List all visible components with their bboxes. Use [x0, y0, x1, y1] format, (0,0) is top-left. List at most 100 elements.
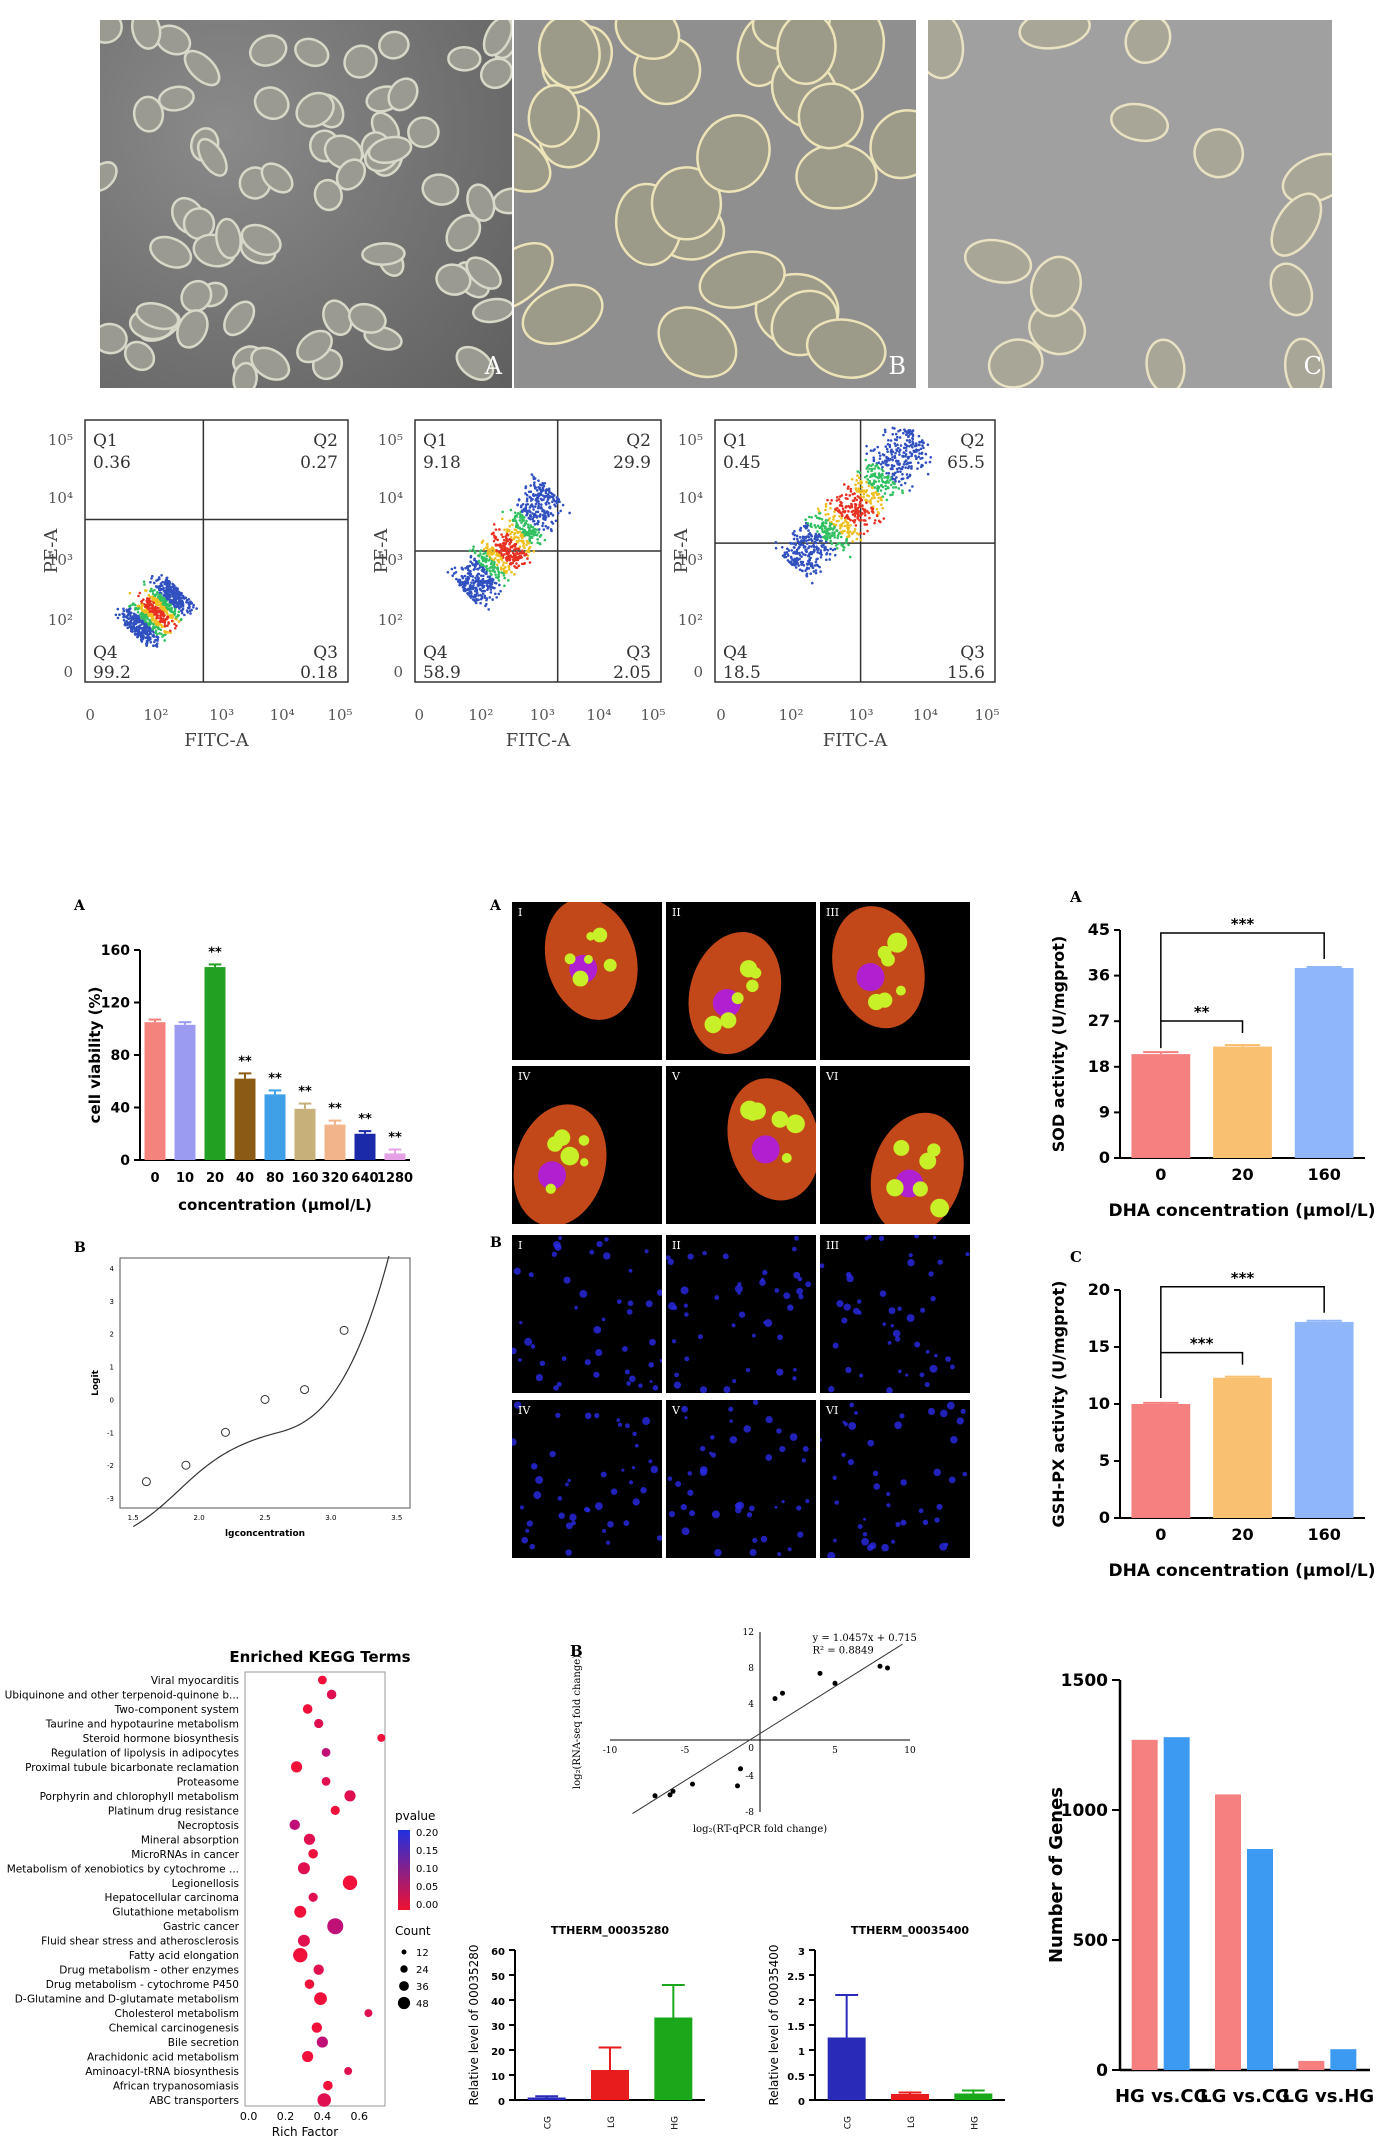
flow-event — [508, 548, 512, 551]
quadrant-q2: Q2 — [626, 431, 651, 451]
flow-event — [523, 562, 526, 565]
cell — [367, 135, 413, 164]
flow-event — [154, 605, 157, 609]
flow-event — [911, 485, 914, 488]
flow-event — [529, 499, 533, 502]
flow-event — [835, 499, 839, 502]
flow-event — [539, 506, 542, 510]
nucleus-dot — [774, 1505, 778, 1509]
flow-event — [137, 626, 141, 630]
flow-event — [788, 560, 791, 564]
nucleus-dot — [925, 1349, 930, 1354]
nucleus-dot — [827, 1551, 836, 1558]
nucleus — [751, 1135, 780, 1164]
flow-event — [159, 601, 163, 605]
x-tick-label: LG vs.HG — [1283, 2086, 1375, 2107]
flow-event — [481, 574, 485, 578]
y-tick-label: -8 — [745, 1808, 754, 1818]
nucleus-dot — [895, 1521, 901, 1527]
flow-event — [530, 541, 533, 545]
nucleus-dot — [526, 1520, 533, 1527]
bar — [144, 1022, 166, 1160]
y-tick-label: 12 — [743, 1628, 754, 1638]
significance-bracket — [1160, 1020, 1244, 1049]
flow-event — [875, 507, 879, 511]
nucleus-dot — [729, 1419, 733, 1423]
flow-event — [146, 598, 150, 602]
flow-event — [128, 607, 132, 610]
flow-event — [147, 607, 151, 610]
flow-event — [873, 486, 877, 489]
flow-event — [877, 496, 880, 500]
flow-event — [877, 473, 881, 477]
flow-event — [515, 550, 519, 554]
flow-event — [815, 545, 818, 549]
x-tick-label: 20 — [1231, 1525, 1253, 1544]
flow-event — [473, 551, 477, 555]
flow-event — [166, 616, 169, 620]
flow-event — [880, 468, 884, 471]
cell — [215, 217, 242, 260]
plot-frame — [244, 1671, 386, 2107]
confocal-image-a6: VI — [820, 1066, 970, 1224]
flow-event — [493, 592, 497, 596]
vesicle — [781, 1153, 792, 1164]
nucleus-dot — [762, 1269, 768, 1276]
flow-event — [513, 511, 517, 515]
flow-event — [910, 454, 913, 458]
nucleus-dot — [914, 1341, 921, 1348]
flow-event — [917, 461, 920, 465]
flow-event — [546, 493, 550, 496]
flow-event — [865, 444, 868, 448]
flow-event — [544, 502, 548, 505]
flow-event — [525, 519, 528, 523]
flow-event — [867, 484, 871, 488]
flow-event — [877, 451, 881, 455]
nucleus-dot — [535, 1373, 543, 1382]
flow-event — [151, 598, 154, 602]
flow-event — [478, 583, 482, 587]
significance-bracket — [1160, 1351, 1244, 1398]
significance-label: ** — [1194, 1003, 1210, 1021]
nucleus-dot — [857, 1310, 862, 1315]
flow-event — [801, 536, 805, 540]
flow-event — [546, 498, 550, 501]
flow-event — [502, 546, 506, 550]
pvalue-tick: 0.00 — [416, 1900, 438, 1911]
flow-event — [151, 592, 155, 595]
nucleus-dot — [672, 1305, 678, 1311]
flow-event — [872, 459, 876, 463]
flow-event — [870, 509, 874, 513]
flow-event — [492, 558, 496, 562]
flow-event — [884, 445, 888, 448]
nucleus-dot — [519, 1320, 523, 1325]
nucleus-dot — [841, 1452, 846, 1458]
x-tick-label: 640 — [351, 1171, 378, 1186]
term-point — [308, 1892, 318, 1902]
nucleus-dot — [929, 1364, 938, 1373]
flow-event — [774, 541, 778, 544]
flow-event — [894, 444, 897, 448]
flow-event — [464, 566, 467, 570]
flow-event — [538, 515, 542, 518]
flow-event — [531, 525, 535, 529]
regression-r2: R² = 0.8849 — [813, 1646, 874, 1657]
flow-event — [861, 504, 864, 507]
nucleus-dot — [777, 1552, 782, 1557]
flow-event — [515, 524, 519, 528]
nucleus-dot — [745, 1368, 751, 1373]
flow-event — [807, 529, 810, 532]
flow-event — [116, 616, 120, 620]
flow-event — [814, 514, 818, 518]
nucleus-dot — [890, 1324, 894, 1328]
flow-xtick: 0 — [716, 706, 726, 724]
flow-event — [907, 435, 910, 439]
flow-event — [902, 463, 906, 466]
flow-event — [533, 505, 537, 508]
flow-event — [492, 523, 496, 526]
flow-event — [873, 467, 876, 470]
flow-event — [536, 522, 539, 526]
flow-event — [522, 524, 526, 528]
flow-event — [469, 583, 472, 587]
flow-event — [793, 550, 796, 554]
